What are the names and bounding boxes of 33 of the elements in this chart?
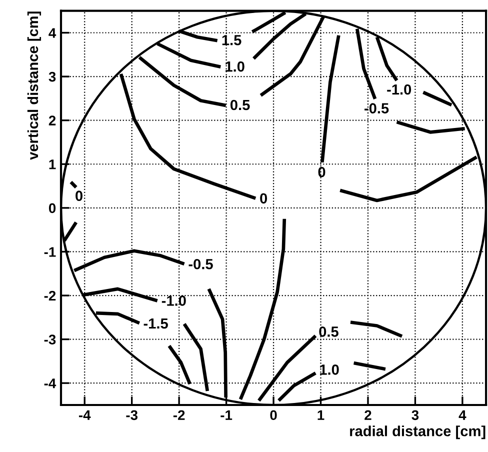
series-label: 1.0 xyxy=(226,61,244,72)
x-axis-title: radial distance [cm] xyxy=(350,426,486,440)
y-tick-label: -4 xyxy=(44,378,56,388)
series-label: -0.5 xyxy=(364,103,389,114)
x-tick-label: -3 xyxy=(126,410,138,420)
x-tick-label: -4 xyxy=(78,410,91,420)
y-tick-label: 0 xyxy=(48,203,56,214)
x-tick-label: 2 xyxy=(364,410,372,420)
series-label: -0.5 xyxy=(188,258,213,270)
y-tick-label: -3 xyxy=(44,334,56,344)
x-tick-label: 1 xyxy=(318,410,324,420)
y-tick-label: 3 xyxy=(48,72,56,82)
series-label: 1.0 xyxy=(320,364,339,375)
series-label: 0.5 xyxy=(319,326,338,337)
y-tick-label: -2 xyxy=(44,290,56,301)
x-tick-label: -1 xyxy=(220,410,232,420)
series-label: 0 xyxy=(318,166,326,178)
y-tick-label: -1 xyxy=(44,247,56,257)
y-axis-title: vertical distance [cm] xyxy=(27,12,42,160)
x-tick-label: 0 xyxy=(270,410,277,420)
x-tick-label: 4 xyxy=(458,410,466,420)
series-label: 0.5 xyxy=(230,100,250,110)
y-tick-label: 1 xyxy=(49,160,56,170)
y-tick-label: 2 xyxy=(48,116,56,126)
series-label: 1.5 xyxy=(222,35,242,46)
x-tick-label: -2 xyxy=(173,410,185,420)
series-label: -1.5 xyxy=(144,318,168,329)
series-label: 0 xyxy=(76,190,82,202)
y-tick-label: 4 xyxy=(48,28,56,38)
series-label: -1.0 xyxy=(387,84,412,95)
x-tick-label: 3 xyxy=(412,410,419,420)
series-label: -1.0 xyxy=(162,296,186,306)
series-label: 0 xyxy=(260,193,268,204)
